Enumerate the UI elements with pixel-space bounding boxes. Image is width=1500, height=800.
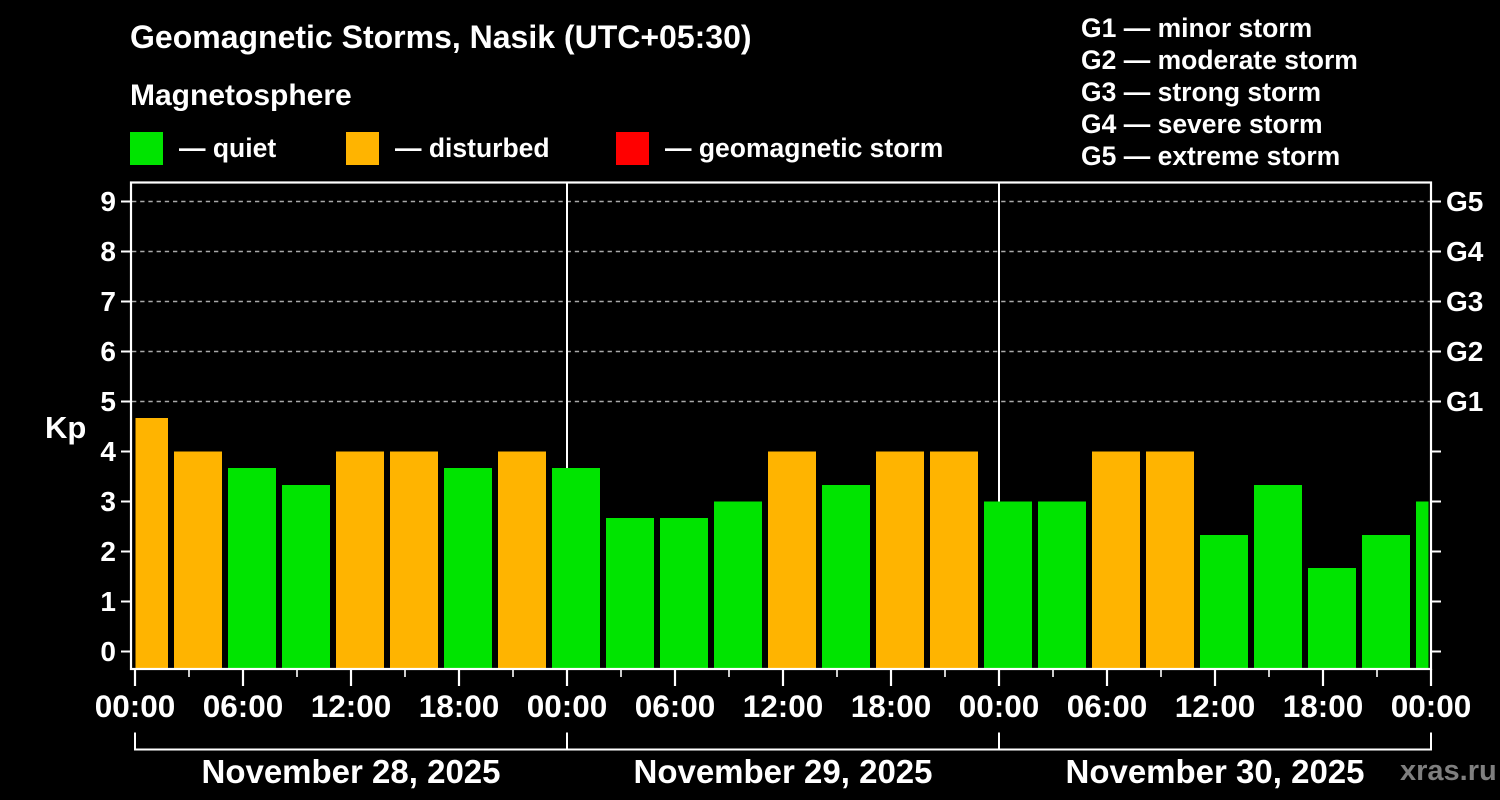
x-tick-label-12: 00:00	[1390, 688, 1472, 724]
kp-bar-11	[714, 501, 762, 668]
chart-title: Geomagnetic Storms, Nasik (UTC+05:30)	[130, 19, 752, 55]
kp-bar-19	[1146, 451, 1194, 668]
y-tick-label-1: 1	[100, 585, 116, 617]
y-axis-title: Kp	[45, 410, 87, 445]
x-tick-label-5: 06:00	[634, 688, 716, 724]
kp-bar-9	[606, 518, 654, 668]
x-tick-label-4: 00:00	[526, 688, 608, 724]
kp-bar-4	[336, 451, 384, 668]
date-label-1: November 29, 2025	[633, 753, 933, 790]
kp-bar-7	[498, 451, 546, 668]
kp-bar-24	[1416, 501, 1429, 668]
kp-bar-5	[390, 451, 438, 668]
plot-border	[129, 181, 1433, 671]
legend-swatch-quiet	[130, 132, 163, 165]
x-tick-label-6: 12:00	[742, 688, 824, 724]
date-label-0: November 28, 2025	[201, 753, 501, 790]
x-tick-label-7: 18:00	[850, 688, 932, 724]
kp-bar-21	[1254, 485, 1302, 668]
y-tick-label-3: 3	[100, 485, 116, 517]
x-tick-label-3: 18:00	[418, 688, 500, 724]
right-axis-label-G4: G4	[1446, 235, 1484, 267]
kp-bar-22	[1308, 568, 1356, 668]
right-axis-label-G5: G5	[1446, 185, 1484, 217]
legend-item-quiet: — quiet	[130, 132, 276, 165]
kp-bar-20	[1200, 535, 1248, 668]
kp-bar-3	[282, 485, 330, 668]
x-tick-label-10: 12:00	[1174, 688, 1256, 724]
kp-bar-14	[876, 451, 924, 668]
right-axis-label-G1: G1	[1446, 385, 1484, 417]
kp-bar-17	[1038, 501, 1086, 668]
y-tick-label-6: 6	[100, 335, 116, 367]
kp-bar-12	[768, 451, 816, 668]
kp-bar-2	[228, 468, 276, 668]
x-tick-label-8: 00:00	[958, 688, 1040, 724]
legend-swatch-disturbed	[346, 132, 379, 165]
y-tick-label-8: 8	[100, 235, 116, 267]
storm-scale-legend: G1 — minor storm G2 — moderate storm G3 — …	[1081, 12, 1358, 172]
watermark: xras.ru	[1400, 755, 1497, 787]
legend-item-disturbed: — disturbed	[346, 132, 550, 165]
storm-scale-line-G3: G3 — strong storm	[1081, 77, 1322, 107]
legend-label: — geomagnetic storm	[665, 133, 944, 163]
kp-bar-8	[552, 468, 600, 668]
date-label-2: November 30, 2025	[1065, 753, 1365, 790]
legend-label: — quiet	[179, 133, 277, 163]
storm-scale-line-G1: G1 — minor storm	[1081, 13, 1313, 43]
kp-bar-1	[174, 451, 222, 668]
storm-scale-line-G2: G2 — moderate storm	[1081, 45, 1358, 75]
y-tick-label-5: 5	[100, 385, 116, 417]
storm-scale-line-G4: G4 — severe storm	[1081, 109, 1323, 139]
kp-bar-16	[984, 501, 1032, 668]
y-tick-label-4: 4	[100, 435, 116, 467]
kp-bar-6	[444, 468, 492, 668]
x-tick-label-11: 18:00	[1282, 688, 1364, 724]
legend-item-geomagnetic-storm: — geomagnetic storm	[616, 132, 943, 165]
y-tick-label-2: 2	[100, 535, 116, 567]
right-axis-label-G2: G2	[1446, 335, 1484, 367]
kp-bar-23	[1362, 535, 1410, 668]
kp-bar-15	[930, 451, 978, 668]
y-tick-label-7: 7	[100, 285, 116, 317]
kp-bar-10	[660, 518, 708, 668]
legend-swatch-geomagnetic-storm	[616, 132, 649, 165]
kp-bar-13	[822, 485, 870, 668]
x-tick-label-1: 06:00	[202, 688, 284, 724]
storm-scale-line-G5: G5 — extreme storm	[1081, 141, 1341, 171]
x-tick-label-9: 06:00	[1066, 688, 1148, 724]
x-tick-label-0: 00:00	[94, 688, 176, 724]
x-tick-label-2: 12:00	[310, 688, 392, 724]
y-tick-label-0: 0	[100, 635, 116, 667]
kp-bar-18	[1092, 451, 1140, 668]
legend-label: — disturbed	[395, 133, 550, 163]
chart-subtitle: Magnetosphere	[130, 79, 352, 112]
y-tick-label-9: 9	[100, 185, 116, 217]
kp-bar-0	[135, 418, 168, 668]
right-axis-label-G3: G3	[1446, 285, 1484, 317]
